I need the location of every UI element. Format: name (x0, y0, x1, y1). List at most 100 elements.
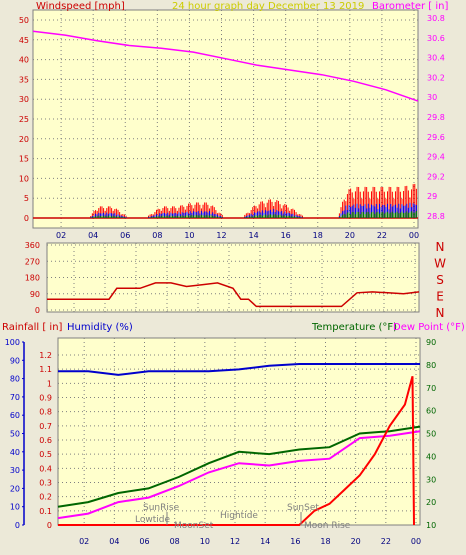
p3-rain-tick: 0 (47, 521, 52, 530)
p3-rain-tick: 1 (47, 379, 52, 388)
p1-right-tick: 28.8 (427, 212, 445, 221)
p3-rain-tick: 1.2 (39, 351, 52, 360)
p2-left-tick: 270 (25, 257, 40, 266)
dewpoint-line (57, 430, 421, 520)
p1-right-tick: 30.8 (427, 14, 445, 23)
p3-rain-tick: 0.4 (39, 464, 52, 473)
p2-left-tick: 90 (30, 290, 40, 299)
p3-rain-tick: 0.6 (39, 436, 52, 445)
panel1-x-ticks: 02 04 06 08 10 12 14 16 18 20 22 00 (56, 231, 419, 240)
p3-temperature-tick: 60 (426, 407, 436, 416)
p3-rain-tick: 0.7 (39, 422, 52, 431)
p2-dir-label: E (436, 290, 444, 304)
p3-humidity-tick: 70 (10, 393, 20, 402)
temperature-axis-label: Temperature (°F) (311, 322, 397, 333)
p1-right-tick: 29.2 (427, 172, 445, 181)
sunset-label: SunSet (287, 503, 319, 513)
hightide-label: Hightide (220, 511, 258, 521)
p1-right-tick: 30.2 (427, 73, 445, 82)
p3-humidity-tick: 30 (10, 466, 20, 475)
sunrise-label: SunRise (143, 503, 180, 513)
moonset-label: MoonSet (174, 521, 214, 531)
humidity-axis-label: Humidity (%) (67, 322, 133, 333)
p1-left-tick: 25 (19, 115, 29, 124)
p3-x-tick: 02 (79, 537, 89, 546)
p2-left-tick: 360 (25, 241, 40, 250)
p1-right-tick: 30.6 (427, 34, 445, 43)
panel1-right-ticks: 28.8 29 29.2 29.4 29.6 29.8 30 30.2 30.4 30.6 30.8 (427, 14, 445, 221)
p1-x-tick: 06 (120, 231, 130, 240)
windspeed-axis-label: Windspeed [mph] (36, 1, 125, 12)
p3-x-tick: 08 (170, 537, 180, 546)
p3-temperature-tick: 90 (426, 338, 436, 347)
p3-humidity-tick: 40 (10, 448, 20, 457)
p3-x-tick: 18 (320, 537, 330, 546)
p3-rain-tick: 0.1 (39, 507, 52, 516)
p1-x-tick: 04 (88, 231, 98, 240)
rainfall-line (58, 376, 415, 526)
p2-dir-label: N (436, 240, 445, 254)
p3-x-tick: 20 (351, 537, 361, 546)
p3-temperature-tick: 20 (426, 498, 436, 507)
p3-temperature-tick: 80 (426, 361, 436, 370)
p1-x-tick: 12 (216, 231, 226, 240)
p2-dir-label: W (434, 257, 446, 271)
panel2-plot-area (46, 242, 420, 313)
p3-humidity-tick: 100 (5, 338, 20, 347)
panel3-x-ticks: 02 04 06 08 10 12 14 16 18 20 22 00 (79, 537, 421, 546)
p2-dir-label: N (436, 306, 445, 320)
p3-x-tick: 16 (290, 537, 300, 546)
barometer-axis-label: Barometer [ in] (372, 1, 448, 12)
p3-x-tick: 14 (260, 537, 270, 546)
wind-direction-line (47, 282, 420, 308)
p3-humidity-tick: 50 (10, 430, 20, 439)
p1-x-tick: 02 (56, 231, 66, 240)
moonrise-label: Moon Rise (304, 521, 351, 531)
p3-x-tick: 10 (200, 537, 210, 546)
temperature-line (57, 425, 421, 508)
p1-x-tick: 14 (248, 231, 258, 240)
p1-right-tick: 29.4 (427, 153, 445, 162)
panel2-left-ticks: 0 90 180 270 360 (25, 241, 40, 315)
p1-x-tick: 00 (409, 231, 419, 240)
p1-left-tick: 15 (19, 155, 29, 164)
p3-temperature-tick: 40 (426, 452, 436, 461)
p2-left-tick: 180 (25, 274, 40, 283)
p3-rain-tick: 0.8 (39, 408, 52, 417)
p3-x-tick: 00 (411, 537, 421, 546)
p1-x-tick: 20 (345, 231, 355, 240)
p3-rain-tick: 1.1 (39, 365, 52, 374)
p1-left-tick: 50 (19, 16, 29, 25)
p1-right-tick: 29 (427, 192, 437, 201)
p3-humidity-tick: 10 (10, 503, 20, 512)
p1-left-tick: 10 (19, 174, 29, 183)
p1-right-tick: 29.8 (427, 113, 445, 122)
p1-left-tick: 5 (24, 194, 29, 203)
p3-humidity-tick: 80 (10, 375, 20, 384)
p3-temperature-tick: 30 (426, 475, 436, 484)
panel1-left-ticks: 0 5 10 15 20 25 30 35 40 45 50 (19, 16, 29, 223)
p3-rain-tick: 0.3 (39, 479, 52, 488)
wind-bars (33, 183, 418, 219)
temperature-ticks: 10 20 30 40 50 60 70 80 90 (426, 338, 436, 530)
p3-temperature-tick: 10 (426, 521, 436, 530)
p3-x-tick: 06 (139, 537, 149, 546)
p3-humidity-tick: 20 (10, 484, 20, 493)
p1-left-tick: 30 (19, 95, 29, 104)
rainfall-ticks: 0 0.1 0.2 0.3 0.4 0.5 0.6 0.7 0.8 0.9 1 1.1 1.2 (39, 351, 52, 530)
panel1-grid (33, 10, 418, 228)
p1-left-tick: 0 (24, 214, 29, 223)
humidity-ticks: 0 10 20 30 40 50 60 70 80 90 100 (5, 338, 20, 530)
p3-temperature-tick: 70 (426, 384, 436, 393)
p2-left-tick: 0 (35, 306, 40, 315)
p1-x-tick: 08 (152, 231, 162, 240)
p3-x-tick: 22 (381, 537, 391, 546)
p3-x-tick: 04 (109, 537, 119, 546)
graph-title: 24 hour graph day December 13 2019 (172, 1, 364, 12)
humidity-line (58, 363, 420, 376)
p3-x-tick: 12 (230, 537, 240, 546)
p2-dir-label: S (436, 273, 444, 287)
p1-x-tick: 16 (281, 231, 291, 240)
